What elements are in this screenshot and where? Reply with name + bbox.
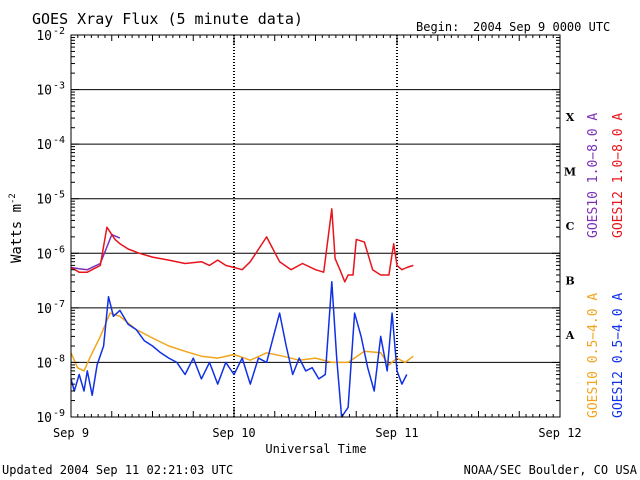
- series-line: [70, 281, 408, 418]
- y-tick-label: 10-8: [36, 353, 65, 371]
- y-axis-label-exponent: -2: [8, 193, 18, 204]
- legend-layer: GOES10 1.0−8.0 A GOES12 1.0−8.0 A GOES10 0…: [586, 113, 626, 418]
- y-tick-label: 10-9: [36, 408, 65, 426]
- begin-label: Begin:: [416, 20, 459, 34]
- legend-entry: GOES12 1.0−8.0 A: [611, 113, 626, 238]
- series-layer: [70, 208, 414, 418]
- y-axis-label: Watts m-2: [8, 193, 25, 263]
- footer-credit: NOAA/SEC Boulder, CO USA: [464, 463, 638, 477]
- legend-entry: GOES10 0.5−4.0 A: [586, 293, 601, 418]
- y-tick-label: 10-4: [36, 135, 65, 153]
- x-tick-label: Sep 11: [375, 426, 418, 440]
- x-axis-label: Universal Time: [265, 442, 366, 456]
- y-tick-label: 10-6: [36, 244, 65, 262]
- y-tick-label: 10-5: [36, 190, 65, 208]
- flare-class-label: A: [565, 329, 575, 342]
- flare-class-label: B: [565, 275, 574, 288]
- x-tick-label: Sep 12: [538, 426, 581, 440]
- x-tick-label: Sep 10: [212, 426, 255, 440]
- plot-frame: [70, 34, 561, 418]
- y-tick-label: 10-7: [36, 299, 65, 317]
- chart-title: GOES Xray Flux (5 minute data): [32, 10, 303, 28]
- series-line: [70, 208, 414, 283]
- x-tick-label: Sep 9: [53, 426, 89, 440]
- series-line: [70, 312, 414, 372]
- begin-value: 2004 Sep 9 0000 UTC: [473, 20, 610, 34]
- flare-class-label: M: [564, 165, 576, 178]
- legend-entry: GOES12 0.5−4.0 A: [611, 293, 626, 418]
- y-axis-label-text: Watts m: [9, 204, 25, 263]
- y-tick-label: 10-2: [36, 26, 65, 44]
- legend-entry: GOES10 1.0−8.0 A: [586, 113, 601, 238]
- y-tick-label: 10-3: [36, 81, 65, 99]
- series-line: [70, 233, 121, 271]
- grid-layer: [71, 35, 560, 417]
- y-axis-label-group: Watts m-2: [8, 193, 25, 263]
- footer-updated: Updated 2004 Sep 11 02:21:03 UTC: [2, 463, 233, 477]
- flare-class-label: C: [566, 220, 575, 233]
- flare-class-label: X: [566, 111, 575, 124]
